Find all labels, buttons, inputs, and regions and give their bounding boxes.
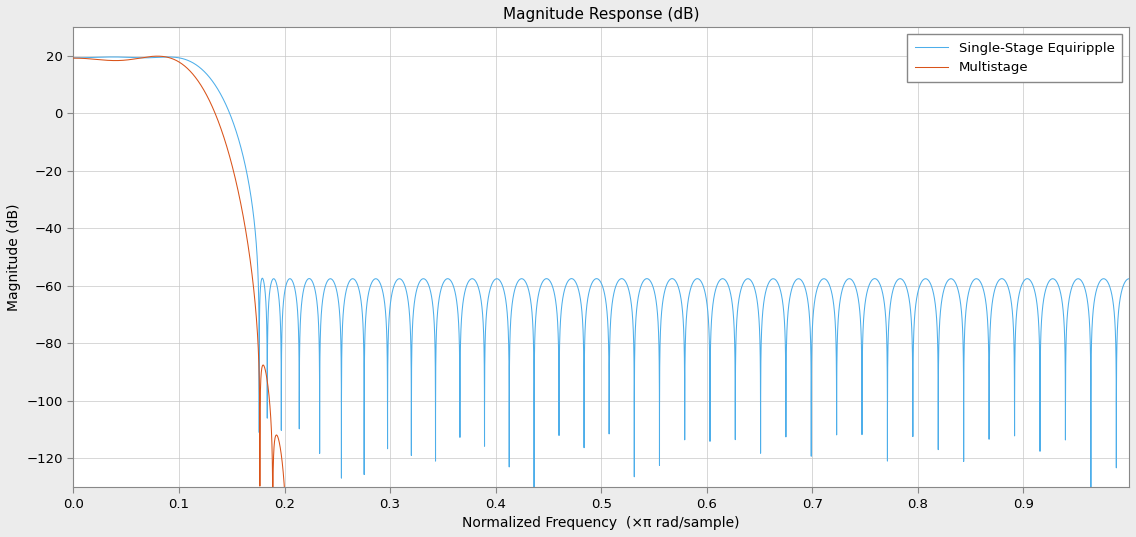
Single-Stage Equiripple xyxy=(1122,275,1136,282)
Title: Magnitude Response (dB): Magnitude Response (dB) xyxy=(503,7,700,22)
Y-axis label: Magnitude (dB): Magnitude (dB) xyxy=(7,204,20,311)
Single-Stage Equiripple xyxy=(1120,277,1134,283)
Line: Multistage: Multistage xyxy=(74,56,1129,537)
Single-Stage Equiripple xyxy=(841,276,854,282)
Single-Stage Equiripple xyxy=(161,54,175,60)
Line: Single-Stage Equiripple: Single-Stage Equiripple xyxy=(74,57,1129,509)
Multistage xyxy=(67,55,81,61)
Single-Stage Equiripple xyxy=(479,310,493,317)
Single-Stage Equiripple xyxy=(598,289,611,295)
Single-Stage Equiripple xyxy=(67,55,81,61)
X-axis label: Normalized Frequency  (×π rad/sample): Normalized Frequency (×π rad/sample) xyxy=(462,516,740,530)
Multistage xyxy=(127,56,141,62)
Legend: Single-Stage Equiripple, Multistage: Single-Stage Equiripple, Multistage xyxy=(908,34,1122,82)
Multistage xyxy=(151,53,165,60)
Single-Stage Equiripple xyxy=(1049,277,1062,284)
Single-Stage Equiripple xyxy=(127,54,141,61)
Single-Stage Equiripple xyxy=(527,506,541,512)
